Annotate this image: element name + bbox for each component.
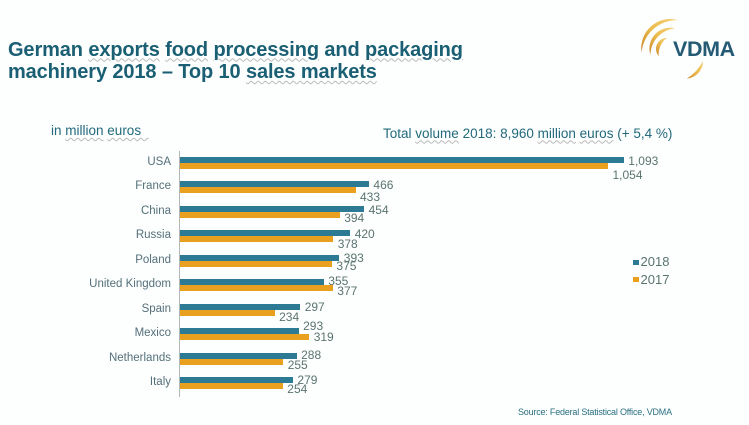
svg-text:VDMA: VDMA: [673, 37, 735, 61]
